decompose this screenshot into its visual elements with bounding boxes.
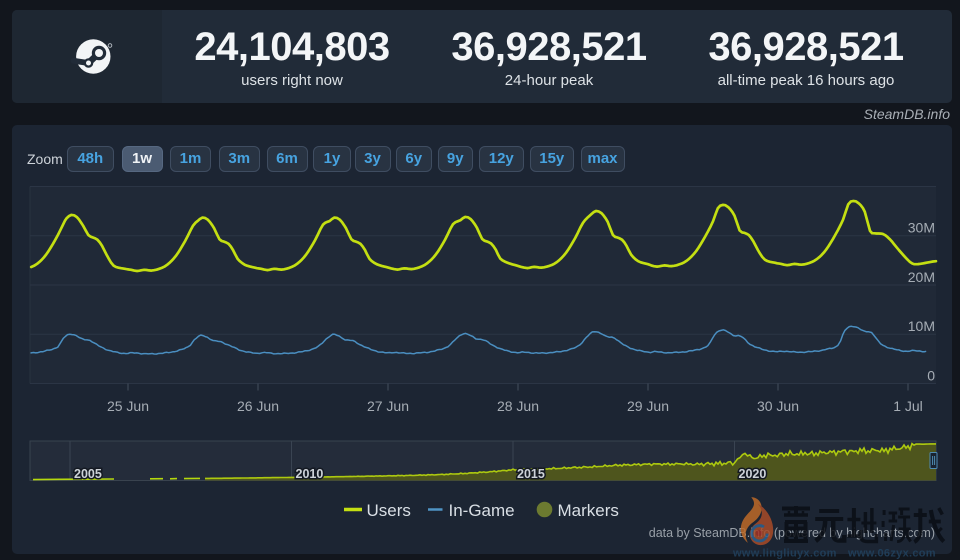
svg-text:30 Jun: 30 Jun	[757, 398, 799, 414]
svg-text:29 Jun: 29 Jun	[627, 398, 669, 414]
svg-text:30M: 30M	[908, 220, 935, 236]
svg-text:Markers: Markers	[558, 501, 619, 520]
svg-text:2010: 2010	[296, 467, 324, 481]
svg-text:2005: 2005	[74, 467, 102, 481]
svg-text:www.lingliuyx.com: www.lingliuyx.com	[732, 548, 837, 560]
svg-text:20M: 20M	[908, 269, 935, 285]
svg-text:0: 0	[927, 367, 935, 383]
svg-text:10M: 10M	[908, 318, 935, 334]
svg-text:In-Game: In-Game	[449, 501, 515, 520]
svg-text:25 Jun: 25 Jun	[107, 398, 149, 414]
svg-text:Users: Users	[367, 501, 411, 520]
svg-text:2015: 2015	[517, 467, 545, 481]
svg-text:27 Jun: 27 Jun	[367, 398, 409, 414]
svg-text:www.06zyx.com: www.06zyx.com	[847, 548, 936, 560]
svg-text:2020: 2020	[739, 467, 767, 481]
svg-text:1 Jul: 1 Jul	[893, 398, 923, 414]
svg-text:28 Jun: 28 Jun	[497, 398, 539, 414]
svg-text:26 Jun: 26 Jun	[237, 398, 279, 414]
